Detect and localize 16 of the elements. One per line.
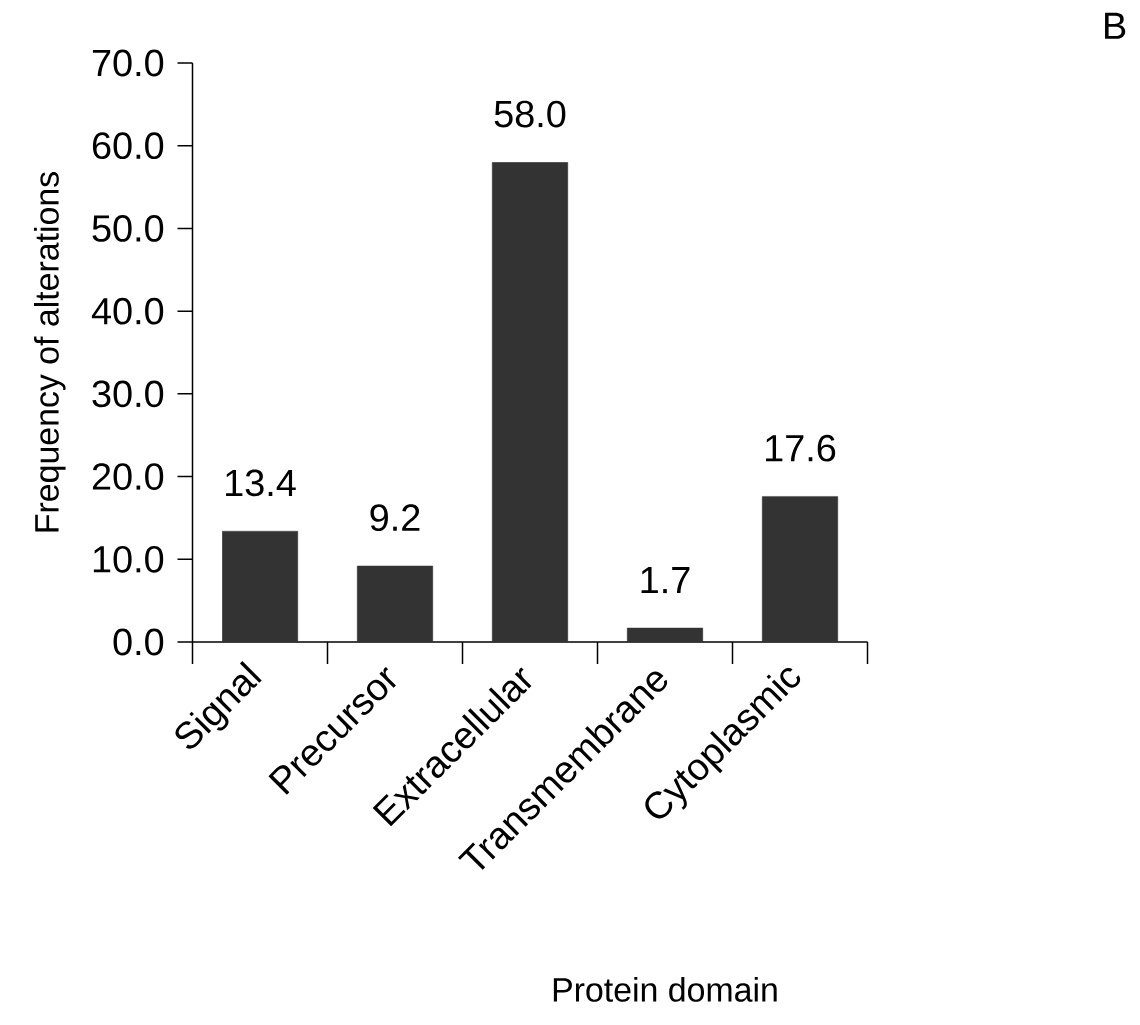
- x-axis-title: Protein domain: [553, 976, 777, 1002]
- data-label: 9.2: [370, 504, 420, 532]
- y-tick-label: 40.0: [91, 297, 164, 325]
- y-tick-label: 30.0: [92, 380, 164, 408]
- y-tick-label: 50.0: [92, 215, 164, 242]
- text: B: [1105, 12, 1126, 39]
- y-axis-title: Frequency of alterations: [33, 172, 66, 532]
- data-label: 13.4: [226, 469, 296, 497]
- data-label: 1.7: [641, 567, 690, 594]
- y-tick-label: 70.0: [92, 49, 164, 77]
- data-label: 58.0: [494, 100, 566, 128]
- y-tick-label: 60.0: [92, 132, 164, 160]
- y-tick-label: 0.0: [113, 628, 164, 656]
- y-tick-label: 10.0: [93, 545, 164, 573]
- y-tick-label: 20.0: [92, 463, 164, 490]
- data-label: 17.6: [766, 434, 836, 462]
